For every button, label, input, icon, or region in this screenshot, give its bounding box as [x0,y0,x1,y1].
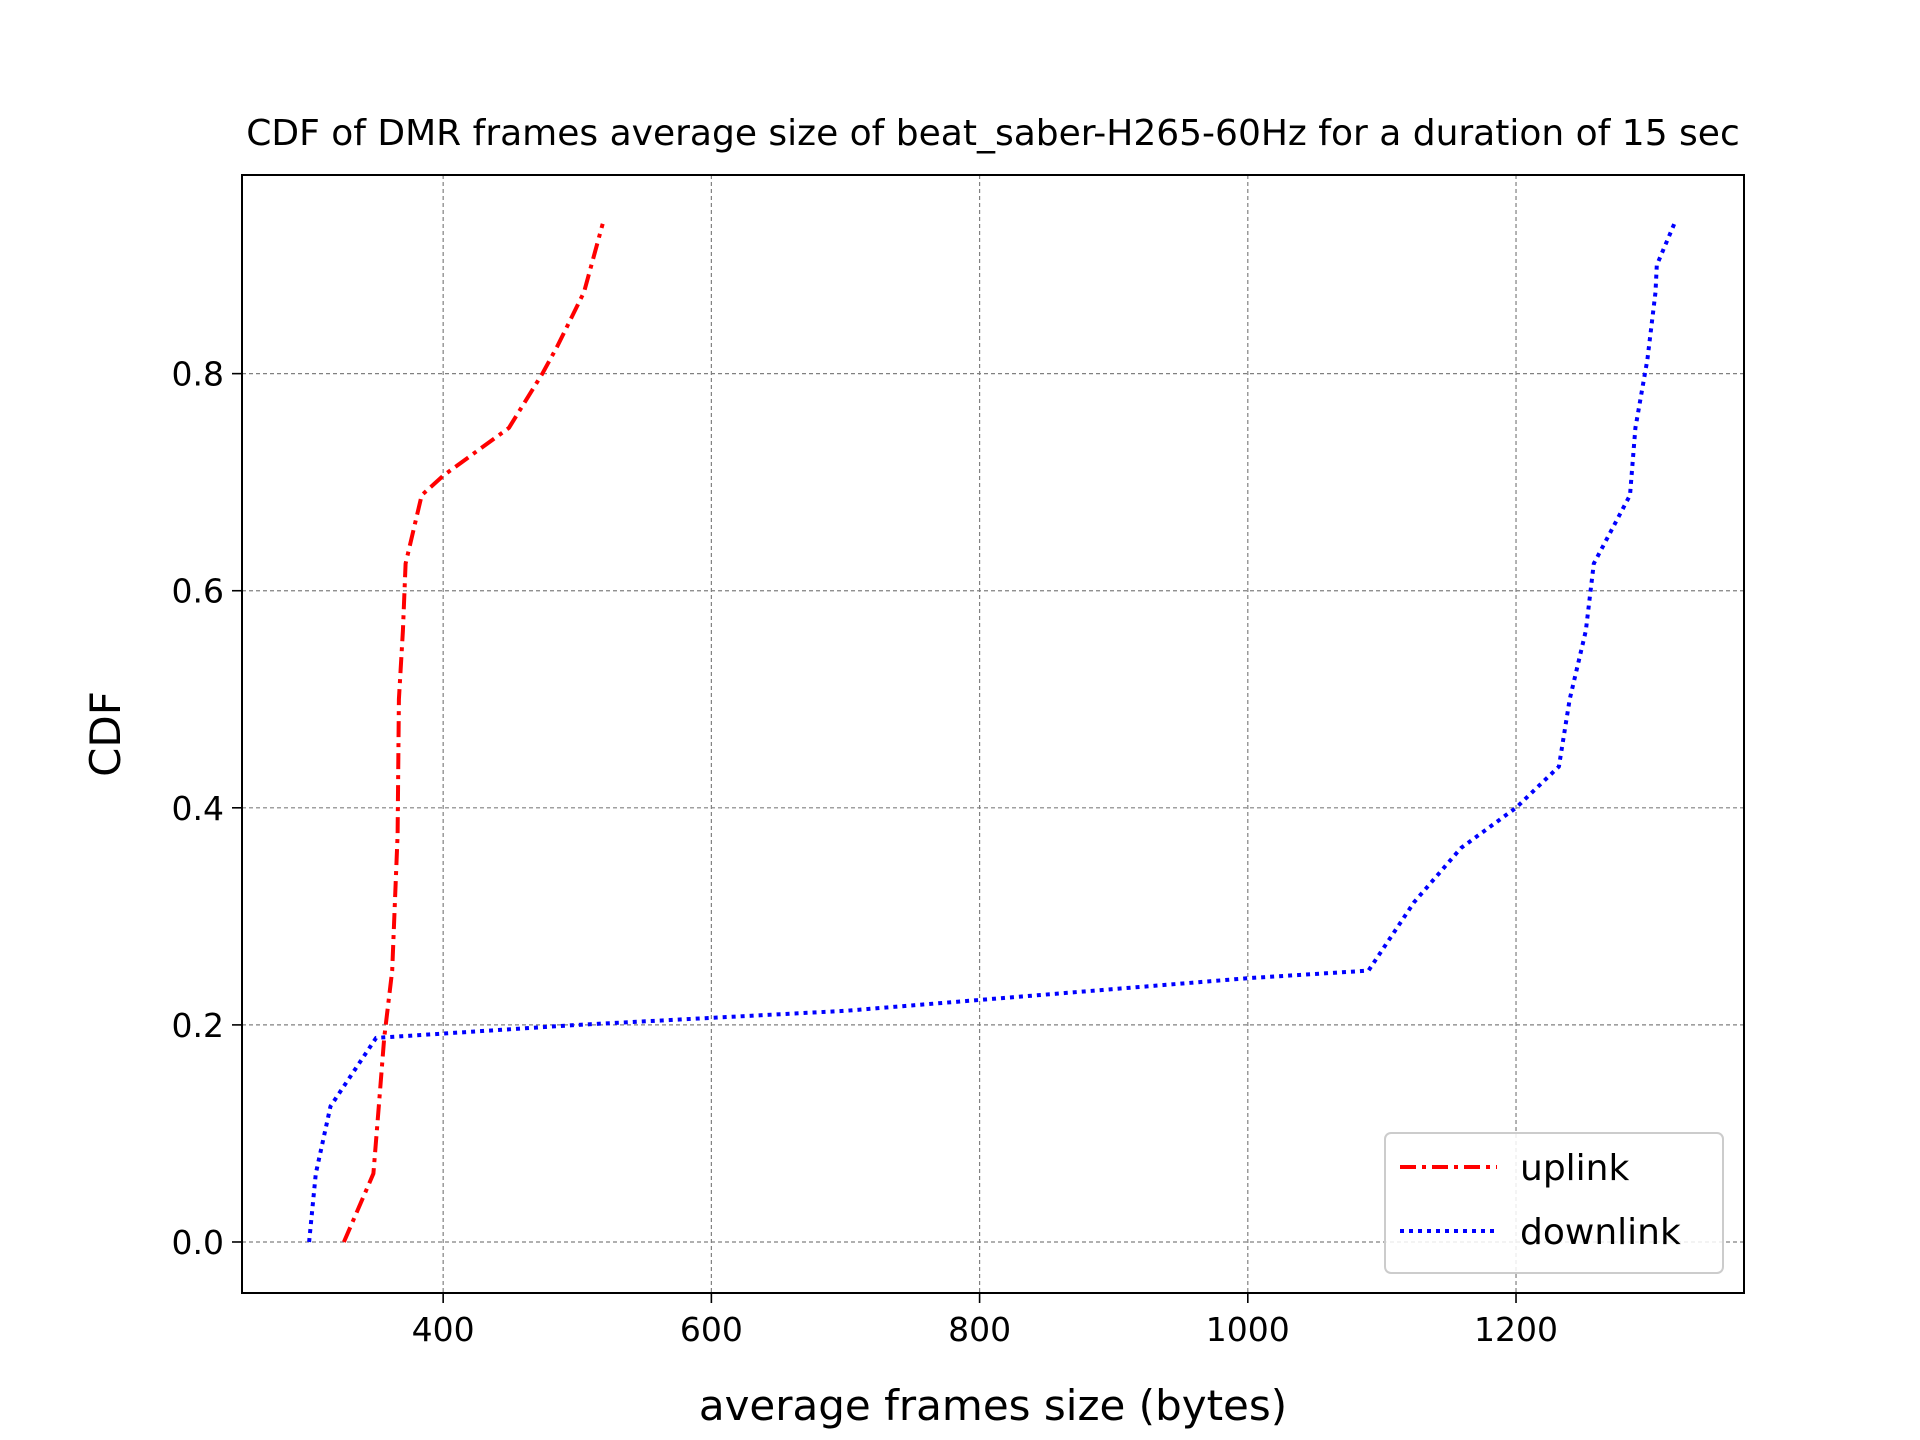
x-tick-label: 1200 [1474,1310,1558,1349]
y-tick-label: 0.4 [172,789,224,828]
grid-lines [242,175,1744,1293]
y-axis-label: CDF [81,691,130,777]
legend: uplink downlink [1384,1132,1724,1274]
x-tick-label: 400 [412,1310,475,1349]
series-lines [307,223,1677,1243]
x-tick-label: 800 [948,1310,1011,1349]
x-axis-label: average frames size (bytes) [699,1381,1287,1430]
legend-label-downlink: downlink [1520,1212,1681,1253]
axis-ticks: 400 600 800 1000 1200 0.0 0.2 0.4 0.6 0.8 [172,355,1558,1349]
plot-frame [241,174,1745,1294]
series-line-uplink [342,223,605,1243]
y-tick-label: 0.2 [172,1006,224,1045]
y-tick-label: 0.0 [172,1223,224,1262]
y-tick-label: 0.8 [172,355,224,394]
legend-label-uplink: uplink [1520,1148,1629,1189]
chart-title: CDF of DMR frames average size of beat_s… [246,113,1740,154]
x-tick-label: 1000 [1206,1310,1290,1349]
series-line-downlink [307,223,1677,1243]
y-tick-label: 0.6 [172,572,224,611]
x-tick-label: 600 [680,1310,743,1349]
